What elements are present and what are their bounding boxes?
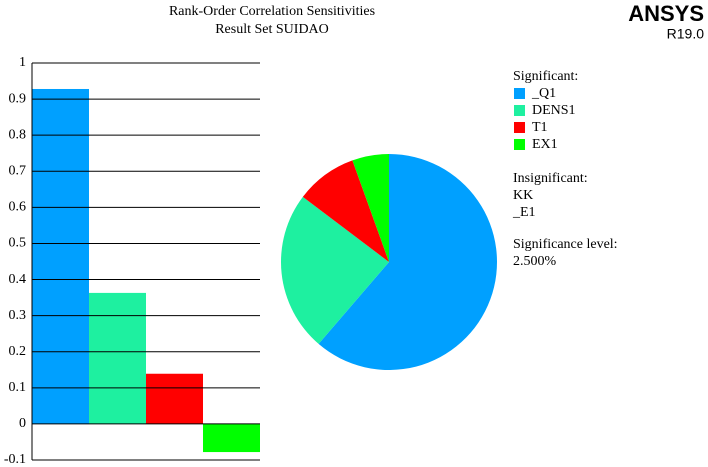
insignificant-label: Insignificant:: [513, 171, 588, 186]
chart-subtitle: Result Set SUIDAO: [215, 22, 329, 37]
bar: [32, 88, 89, 424]
bar: [203, 423, 260, 453]
y-tick-label: 0.6: [9, 200, 27, 215]
y-tick-label: 0.4: [9, 272, 27, 287]
y-tick-label: -0.1: [4, 452, 26, 467]
pie-slice: [352, 154, 389, 262]
pie-slice: [281, 196, 389, 344]
y-tick-label: 0: [19, 416, 26, 431]
legend-label: T1: [532, 120, 548, 135]
y-tick-label: 0.1: [9, 380, 27, 395]
y-tick-label: 0.3: [9, 308, 27, 323]
significance-label: Significance level:: [513, 237, 618, 252]
pie-slice: [302, 160, 389, 262]
y-tick-label: 0.8: [9, 127, 27, 142]
y-tick-label: 0.5: [9, 236, 27, 251]
y-tick-label: 0.9: [9, 91, 27, 106]
logo: ANSYS: [628, 1, 704, 26]
legend-swatch: [514, 122, 525, 133]
y-tick-label: 1: [19, 55, 26, 70]
significance-level: 2.500%: [513, 254, 557, 269]
chart-title: Rank-Order Correlation Sensitivities: [169, 4, 375, 19]
legend-swatch: [514, 139, 525, 150]
y-tick-label: 0.2: [9, 344, 27, 359]
pie-slice: [318, 154, 498, 370]
legend-title: Significant:: [513, 69, 578, 84]
y-tick-label: 0.7: [9, 163, 27, 178]
bar: [146, 373, 203, 424]
legend-label: DENS1: [532, 103, 576, 118]
bar: [89, 292, 146, 424]
insignificant-item: KK: [513, 188, 533, 203]
legend-label: _Q1: [531, 86, 556, 101]
legend-swatch: [514, 105, 525, 116]
version: R19.0: [667, 26, 705, 42]
legend-swatch: [514, 88, 525, 99]
insignificant-item: _E1: [512, 205, 536, 220]
legend-label: EX1: [532, 137, 558, 152]
